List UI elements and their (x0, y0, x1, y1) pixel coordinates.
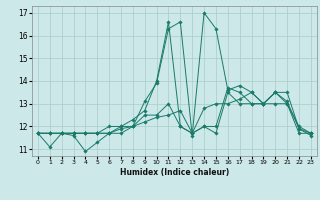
X-axis label: Humidex (Indice chaleur): Humidex (Indice chaleur) (120, 168, 229, 177)
